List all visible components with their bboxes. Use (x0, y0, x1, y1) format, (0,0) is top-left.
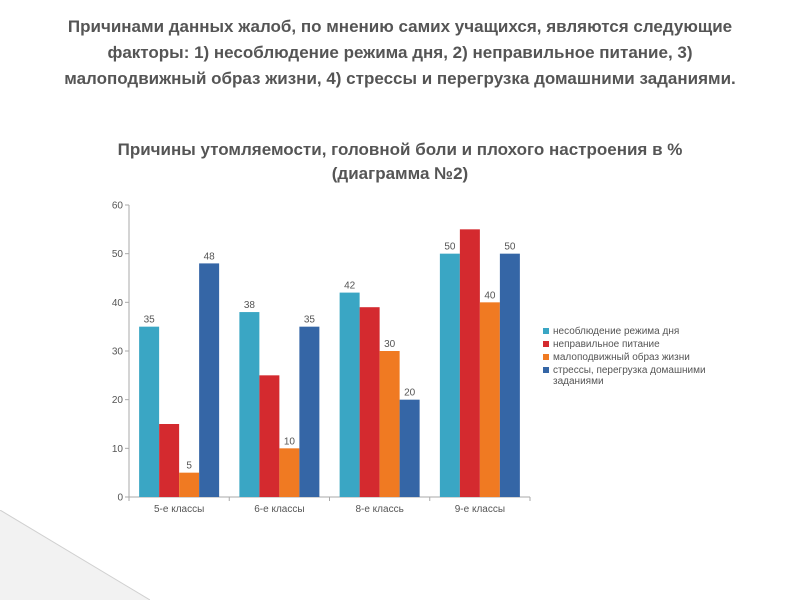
data-label: 38 (244, 300, 256, 311)
bar (339, 292, 360, 497)
data-label: 10 (284, 436, 296, 447)
bar (239, 312, 260, 497)
data-label: 35 (304, 315, 316, 326)
bar (159, 424, 180, 497)
legend-label: несоблюдение режима дня (553, 325, 679, 337)
x-category-label: 9-е классы (455, 504, 505, 515)
bar (359, 307, 380, 497)
data-label: 42 (344, 281, 356, 292)
y-tick-label: 50 (112, 249, 124, 260)
chart-data-labels: 35 5 48 38 10 35 42 30 20 50 40 50 (144, 242, 516, 472)
data-label: 50 (444, 242, 456, 253)
y-tick-label: 10 (112, 444, 124, 455)
y-tick-label: 30 (112, 347, 124, 358)
legend-swatch (543, 354, 549, 360)
legend-swatch (543, 328, 549, 334)
legend-label: малоподвижный образ жизни (553, 351, 690, 363)
bar (279, 448, 300, 497)
x-category-label: 8-е классь (355, 504, 403, 515)
legend-label: стрессы, перегрузка домашними заданиями (553, 365, 706, 387)
legend-label: неправильное питание (553, 339, 660, 350)
y-tick-label: 60 (112, 201, 124, 212)
bar (499, 253, 520, 497)
bar (439, 253, 460, 497)
bar (179, 472, 200, 497)
data-label: 50 (504, 242, 516, 253)
chart-legend: несоблюдение режима дня неправильное пита… (543, 325, 706, 387)
bar (259, 375, 280, 497)
data-label: 30 (384, 339, 396, 350)
page-curl-decoration (0, 510, 150, 600)
bar (459, 229, 480, 498)
y-tick-label: 40 (112, 298, 124, 309)
chart-subheading: Причины утомляемости, головной боли и пл… (40, 138, 760, 186)
subheading-line-2: (диаграмма №2) (331, 164, 469, 183)
legend-swatch (543, 367, 549, 373)
subheading-line-1: Причины утомляемости, головной боли и пл… (117, 140, 683, 159)
x-category-label: 5-е классы (154, 504, 204, 515)
x-category-label: 6-е классы (254, 504, 304, 515)
bar (299, 326, 320, 497)
slide-heading: Причинами данных жалоб, по мнению самих … (64, 17, 736, 88)
bar (139, 326, 160, 497)
bar (379, 351, 400, 497)
data-label: 35 (144, 315, 156, 326)
data-label: 48 (204, 251, 216, 262)
chart-bars (139, 229, 520, 498)
y-tick-label: 20 (112, 395, 124, 406)
data-label: 20 (404, 388, 416, 399)
data-label: 5 (186, 461, 192, 472)
y-tick-label: 0 (117, 493, 123, 504)
legend-swatch (543, 341, 549, 347)
bar (199, 263, 220, 497)
data-label: 40 (484, 290, 496, 301)
bar (479, 302, 500, 497)
bar (399, 399, 420, 497)
